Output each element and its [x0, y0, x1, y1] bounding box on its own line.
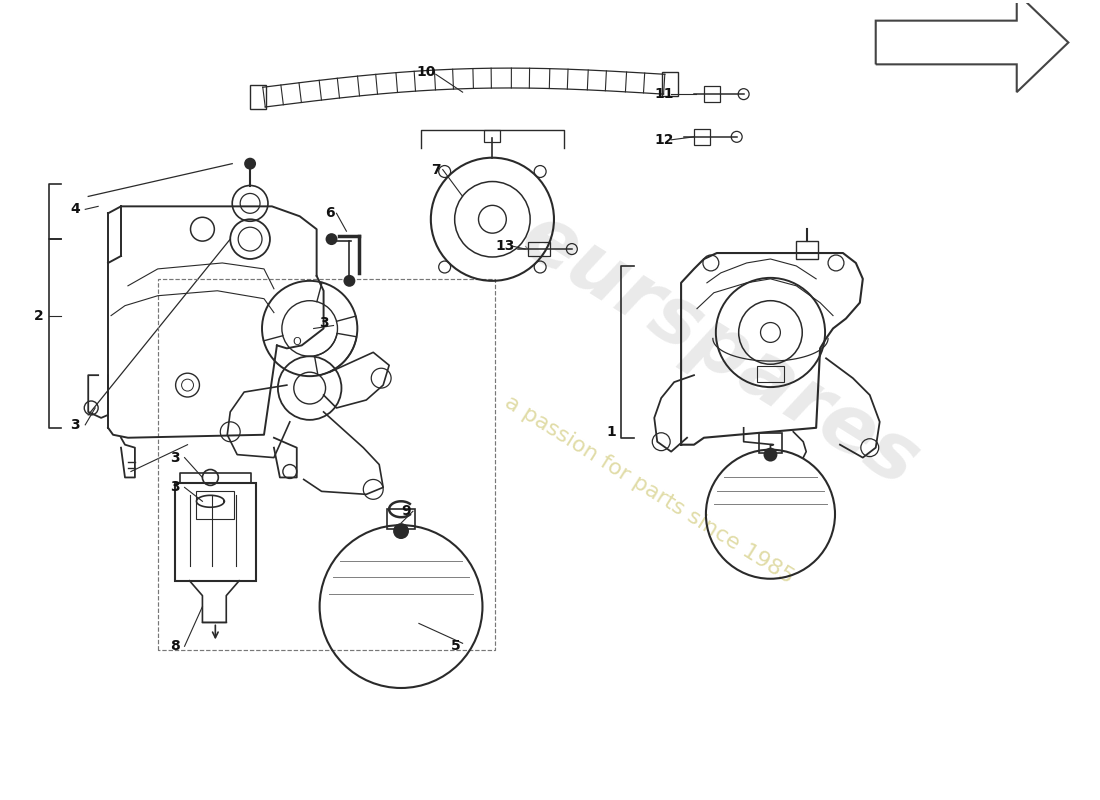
Text: 5: 5	[451, 639, 461, 654]
Bar	[197, 491, 234, 519]
Text: 12: 12	[654, 133, 674, 147]
Text: 8: 8	[169, 639, 179, 654]
Circle shape	[393, 523, 409, 539]
Bar	[796, 241, 818, 259]
Text: 3: 3	[169, 480, 179, 494]
Text: 4: 4	[70, 202, 80, 216]
Circle shape	[343, 275, 355, 286]
Text: eurspares: eurspares	[506, 197, 932, 504]
Bar	[694, 129, 710, 145]
Text: 11: 11	[654, 87, 674, 101]
Text: O: O	[293, 338, 301, 347]
Bar	[662, 72, 678, 96]
Text: 2: 2	[34, 309, 44, 322]
Text: 13: 13	[496, 239, 515, 253]
Text: 3: 3	[169, 450, 179, 465]
Text: 10: 10	[416, 66, 436, 79]
Text: 1: 1	[607, 425, 616, 438]
Text: 3: 3	[319, 315, 329, 330]
Bar	[387, 510, 415, 529]
Bar	[759, 433, 782, 453]
Text: a passion for parts since 1985: a passion for parts since 1985	[502, 392, 798, 587]
Bar	[704, 86, 719, 102]
Circle shape	[763, 448, 778, 462]
Bar	[250, 86, 266, 109]
Text: 7: 7	[431, 162, 441, 177]
Text: 3: 3	[70, 418, 80, 432]
Text: 9: 9	[402, 504, 410, 518]
Circle shape	[244, 158, 256, 170]
Bar	[757, 366, 784, 382]
Text: 6: 6	[324, 206, 334, 220]
Circle shape	[326, 233, 338, 245]
Bar	[484, 130, 500, 142]
Bar	[528, 242, 550, 256]
